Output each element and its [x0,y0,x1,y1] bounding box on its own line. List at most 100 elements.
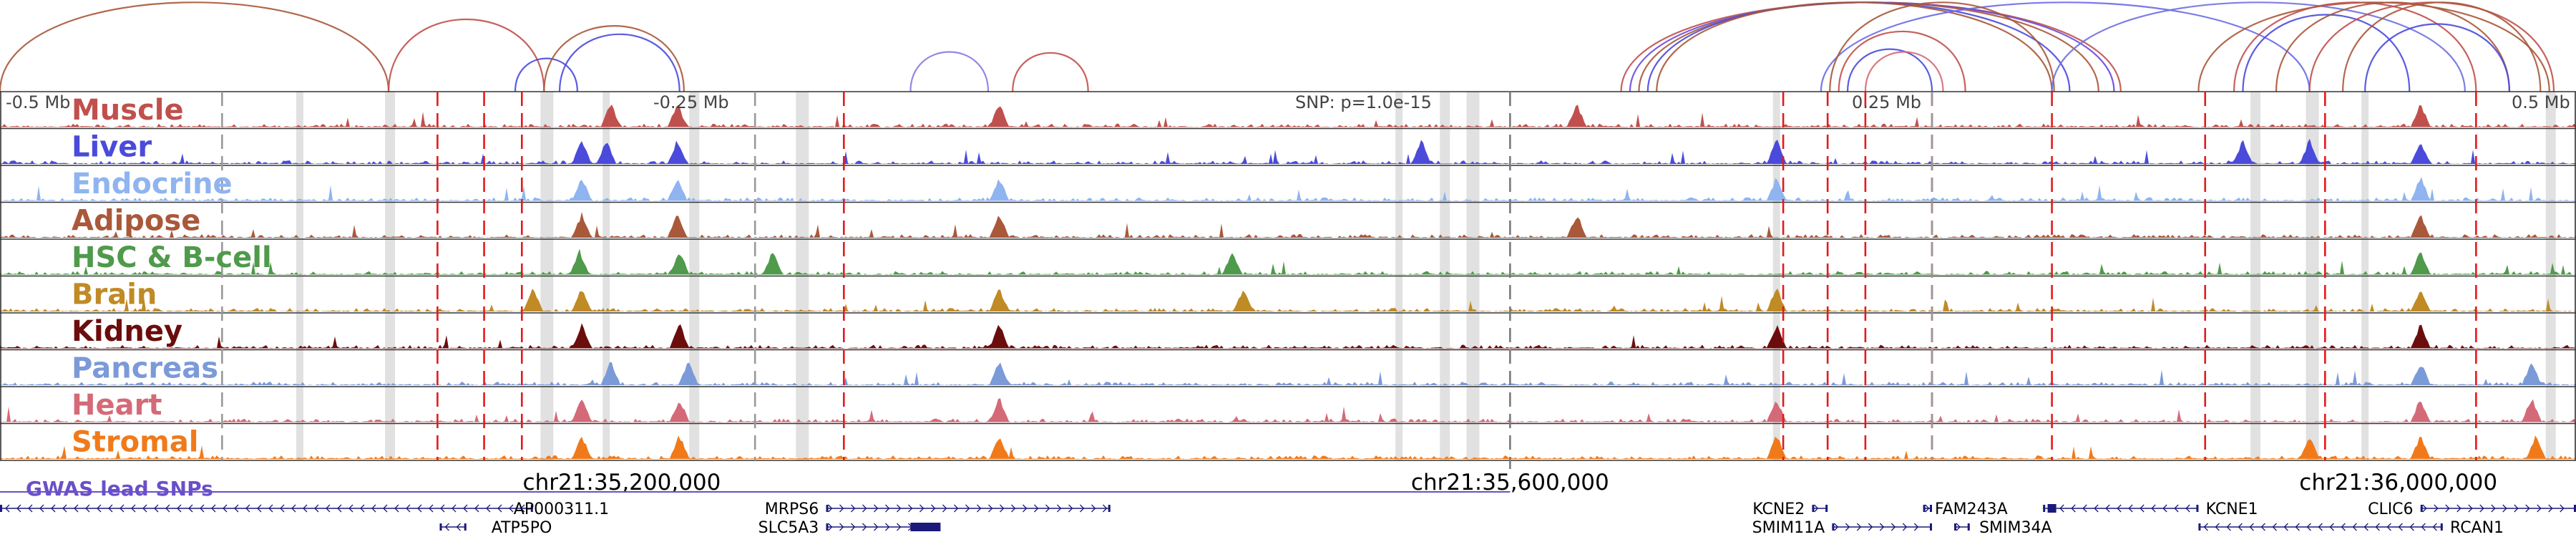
gene-label-kcne1: KCNE1 [2206,500,2258,518]
gene-exon-start-5 [1832,523,1835,531]
gene-strand-arrow [2479,504,2484,513]
gene-strand-arrow [360,504,365,513]
gene-strand-arrow [2151,504,2156,513]
gene-strand-arrow [954,504,959,513]
gene-strand-arrow [177,504,182,513]
gene-strand-arrow [1023,504,1028,513]
gene-strand-arrow [2386,523,2391,531]
gene-strand-arrow [440,504,445,513]
gene-strand-arrow [474,504,479,513]
loop-arc-19 [2233,1,2477,92]
gene-exon-end-1 [464,523,467,531]
gene-strand-arrow [223,504,228,513]
gene-strand-arrow [291,504,296,513]
gene-strand-arrow [2215,523,2220,531]
gene-strand-arrow [1956,523,1961,531]
loop-arc-3 [543,25,685,92]
gene-strand-arrow [1091,504,1096,513]
chromatin-loops [0,1,2555,92]
gene-strand-arrow [874,523,879,531]
gene-strand-arrow [2421,523,2426,531]
gene-strand-arrow [1890,523,1896,531]
loop-arc-24 [2364,23,2510,92]
gene-strand-arrow [2375,523,2380,531]
gene-strand-arrow [1011,504,1016,513]
loop-arc-2 [514,57,578,92]
gene-strand-arrow [2502,504,2507,513]
coord-tick-2: chr21:36,000,000 [2299,470,2497,495]
track-label-hsc-b-cell: HSC & B-cell [72,241,272,274]
gene-exon-start-0 [0,505,2,512]
gene-strand-arrow [119,504,125,513]
signal-brain [0,288,2576,311]
gene-strand-arrow [2174,504,2179,513]
gene-strand-arrow [2185,504,2190,513]
signal-liver [0,138,2576,164]
gene-strand-arrow [2445,504,2450,513]
gene-exon-start-1 [439,523,442,531]
gene-strand-arrow [1045,504,1050,513]
gene-strand-arrow [108,504,113,513]
gene-strand-arrow [1103,504,1108,513]
loop-arc-13 [1829,1,2055,92]
gene-exon-end-2 [1108,505,1111,512]
gene-strand-arrow [2059,504,2064,513]
gene-strand-arrow [417,504,422,513]
loop-arc-6 [1012,52,1089,92]
gene-strand-arrow [2432,523,2437,531]
gene-strand-arrow [965,504,970,513]
gene-strand-arrow [2295,523,2300,531]
gene-label-clic6: CLIC6 [2368,500,2413,518]
signal-stromal [0,435,2576,459]
gene-strand-arrow [314,504,319,513]
gene-strand-arrow [1868,523,1873,531]
gene-strand-arrow [2537,504,2542,513]
gene-strand-arrow [1034,504,1039,513]
gene-strand-arrow [245,504,250,513]
loop-arc-11 [1656,1,2053,92]
loop-arc-21 [2275,1,2510,92]
gene-strand-arrow [131,504,136,513]
gene-strand-arrow [2514,504,2519,513]
gene-strand-arrow [1845,523,1850,531]
gene-label-mrps6: MRPS6 [765,500,819,518]
gene-strand-arrow [908,504,913,513]
scale-label-left: -0.5 Mb [6,92,70,112]
gene-strand-arrow [280,504,285,513]
gene-label-slc5a3: SLC5A3 [758,519,819,537]
gene-strand-arrow [463,504,468,513]
gene-strand-arrow [2525,504,2530,513]
track-label-pancreas: Pancreas [72,352,218,385]
gene-exon-start-2 [826,505,829,512]
gene-strand-arrow [456,523,461,531]
snp-lines [221,92,2477,469]
gene-strand-arrow [520,504,525,513]
gene-strand-arrow [2105,504,2110,513]
gene-exon-start-9 [2198,523,2201,531]
gene-strand-arrow [2329,523,2334,531]
gene-strand-arrow [383,504,388,513]
gene-exon-start-7 [1954,523,1957,531]
gene-strand-arrow [2071,504,2076,513]
gene-strand-arrow [2140,504,2145,513]
gene-strand-arrow [988,504,993,513]
gene-strand-arrow [885,504,890,513]
gene-strand-arrow [1925,504,1930,513]
track-label-heart: Heart [72,389,162,422]
gene-strand-arrow [51,504,56,513]
gene-strand-arrow [2082,504,2087,513]
gene-strand-arrow [85,504,90,513]
gene-strand-arrow [2117,504,2122,513]
gene-strand-arrow [2548,504,2553,513]
gene-exon-start-8 [2043,505,2046,512]
gene-strand-arrow [2249,523,2254,531]
track-label-brain: Brain [72,279,157,311]
gene-strand-arrow [2422,504,2427,513]
gene-strand-arrow [371,504,376,513]
gene-strand-arrow [977,504,982,513]
gene-strand-arrow [1000,504,1005,513]
gene-strand-arrow [2203,523,2208,531]
